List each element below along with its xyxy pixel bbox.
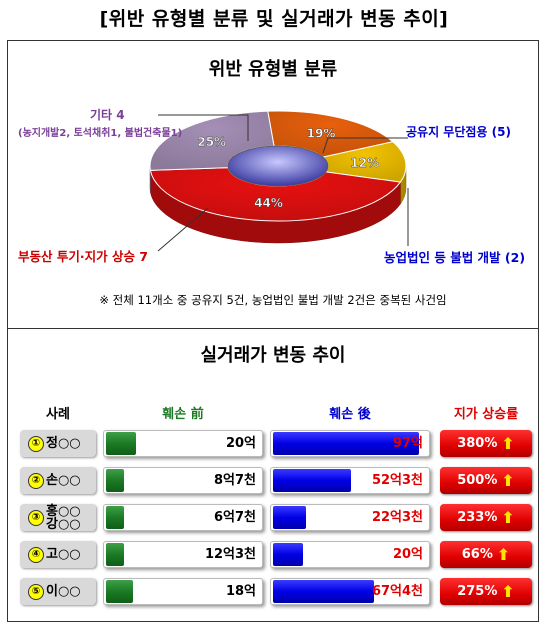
case-name: 홍○○ 강○○ — [46, 503, 81, 532]
up-arrow-icon: ⬆ — [496, 544, 511, 564]
rate-value: 66% — [461, 547, 493, 562]
before-bar: 8억7천 — [103, 467, 263, 494]
after-bar: 22억3천 — [270, 504, 430, 531]
after-bar-fill — [273, 469, 351, 492]
before-bar: 18억 — [103, 578, 263, 605]
after-value: 22억3천 — [371, 510, 423, 525]
rate-value: 233% — [457, 510, 498, 525]
before-bar-fill — [106, 580, 133, 603]
case-number-icon: ① — [28, 435, 44, 452]
label-public-land: 공유지 무단점용 (5) — [406, 125, 511, 139]
rate-value: 380% — [457, 436, 498, 451]
up-arrow-icon: ⬆ — [501, 507, 515, 527]
header-before: 훼손 前 — [162, 407, 204, 422]
case-name: 손○○ — [46, 473, 81, 488]
up-arrow-icon: ⬆ — [501, 433, 515, 453]
after-bar-fill — [273, 543, 303, 566]
case-label: ⑤ 이○○ — [20, 578, 96, 605]
label-other: 기타 4 — [90, 108, 125, 122]
before-bar-fill — [106, 469, 124, 492]
rate-badge: 380% ⬆ — [440, 430, 532, 457]
pie-pct-label-1: 12% — [350, 156, 379, 170]
case-label: ④ 고○○ — [20, 541, 96, 568]
after-value: 20억 — [392, 547, 423, 562]
after-value: 52억3천 — [371, 473, 423, 488]
after-bar: 97억 — [270, 430, 430, 457]
pie-pct-label-3: 25% — [197, 135, 226, 149]
before-bar: 6억7천 — [103, 504, 263, 531]
after-bar: 20억 — [270, 541, 430, 568]
up-arrow-icon: ⬆ — [501, 470, 515, 490]
header-case: 사례 — [46, 407, 70, 422]
case-number-icon: ② — [28, 472, 44, 489]
pie-title: 위반 유형별 분류 — [208, 59, 338, 80]
after-bar-fill — [273, 432, 419, 455]
after-bar-fill — [273, 506, 306, 529]
case-number-icon: ⑤ — [28, 583, 44, 600]
pie-chart: 19% 12% 44% 25% — [149, 110, 409, 252]
rate-value: 500% — [457, 473, 498, 488]
pie-hole — [227, 145, 329, 187]
label-speculation: 부동산 투기·지가 상승 7 — [18, 249, 149, 264]
before-value: 6억7천 — [213, 510, 256, 525]
before-bar: 12억3천 — [103, 541, 263, 568]
label-other-detail: (농지개발2, 토석채취1, 불법건축물1) — [18, 128, 183, 139]
after-value: 67억4천 — [371, 584, 423, 599]
pie-footnote: ※ 전체 11개소 중 공유지 5건, 농업법인 불법 개발 2건은 중복된 사… — [99, 293, 447, 307]
pie-leader-line-0 — [158, 114, 249, 141]
case-name: 고○○ — [46, 547, 81, 562]
before-bar-fill — [106, 543, 124, 566]
after-bar: 52억3천 — [270, 467, 430, 494]
rate-badge: 66% ⬆ — [440, 541, 532, 568]
before-bar-fill — [106, 432, 136, 455]
up-arrow-icon: ⬆ — [501, 581, 515, 601]
rate-value: 275% — [457, 584, 498, 599]
after-bar: 67억4천 — [270, 578, 430, 605]
main-title: [위반 유형별 분류 및 실거래가 변동 추이] — [99, 8, 449, 30]
case-number-icon: ③ — [28, 509, 44, 526]
case-number-icon: ④ — [28, 546, 44, 563]
rate-badge: 500% ⬆ — [440, 467, 532, 494]
pie-leader-line-1 — [322, 137, 408, 154]
pie-leader-line-3 — [157, 207, 209, 252]
before-value: 8억7천 — [213, 473, 256, 488]
rate-badge: 275% ⬆ — [440, 578, 532, 605]
label-agri-corp: 농업법인 등 불법 개발 (2) — [384, 250, 526, 265]
before-value: 18억 — [225, 584, 256, 599]
price-trend-panel: 실거래가 변동 추이 사례 훼손 前 훼손 後 지가 상승률 ① 정○○ 20억 97… — [7, 328, 539, 622]
header-rate: 지가 상승률 — [453, 407, 519, 422]
case-label: ① 정○○ — [20, 430, 96, 457]
case-label: ③ 홍○○ 강○○ — [20, 504, 96, 531]
case-label: ② 손○○ — [20, 467, 96, 494]
before-bar: 20억 — [103, 430, 263, 457]
header-after: 훼손 後 — [329, 407, 371, 422]
before-value: 12억3천 — [204, 547, 256, 562]
case-name: 정○○ — [46, 436, 81, 451]
case-name: 이○○ — [46, 584, 81, 599]
before-bar-fill — [106, 506, 124, 529]
after-value: 97억 — [392, 436, 423, 451]
violation-type-panel: 위반 유형별 분류 19% 12% 44% 25% 기타 4 (농지개발2, 토석채취… — [7, 40, 539, 329]
after-bar-fill — [273, 580, 374, 603]
pie-pct-label-2: 44% — [254, 196, 283, 210]
rate-badge: 233% ⬆ — [440, 504, 532, 531]
trend-title: 실거래가 변동 추이 — [200, 345, 346, 366]
pie-pct-label-0: 19% — [307, 126, 336, 140]
before-value: 20억 — [225, 436, 256, 451]
